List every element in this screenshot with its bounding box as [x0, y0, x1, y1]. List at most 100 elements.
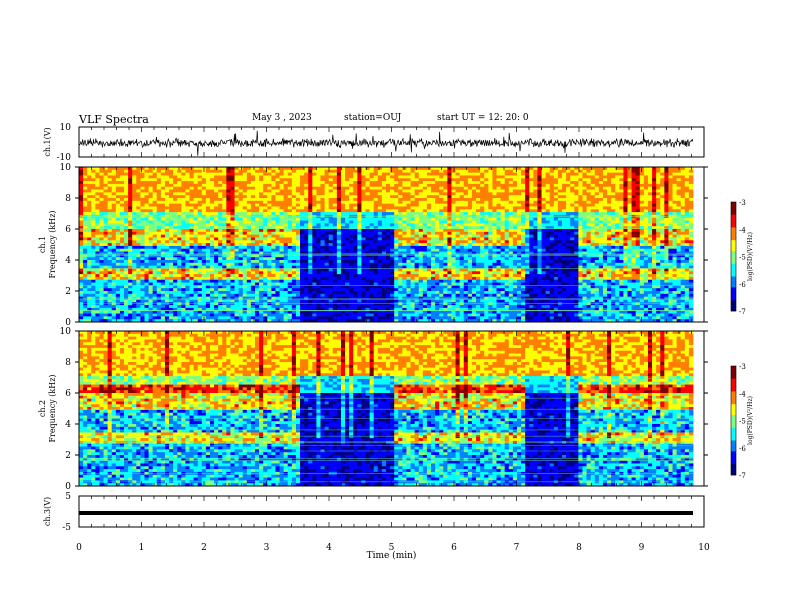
- spec-cell: [353, 305, 358, 309]
- spec-cell: [115, 319, 121, 323]
- spec-cell: [103, 293, 109, 298]
- spec-cell: [222, 245, 227, 250]
- spec-cell: [304, 313, 309, 317]
- spec-cell: [353, 203, 358, 207]
- spec-cell: [271, 192, 276, 196]
- spec-cell: [422, 217, 428, 221]
- spec-cell: [365, 169, 371, 174]
- spec-cell: [365, 260, 371, 264]
- spec-cell: [238, 319, 244, 323]
- spec-cell: [173, 169, 178, 174]
- spec-cell: [336, 186, 342, 190]
- spec-cell: [320, 226, 325, 230]
- spec-cell: [152, 245, 158, 250]
- spec-cell: [128, 181, 133, 185]
- spec-cell: [214, 268, 219, 272]
- spec-cell: [332, 271, 338, 275]
- spec-cell: [140, 237, 145, 241]
- spec-cell: [316, 288, 321, 292]
- spec-cell: [295, 274, 301, 278]
- spec-cell: [443, 276, 448, 281]
- spec-cell: [103, 274, 109, 278]
- spec-cell: [230, 305, 235, 309]
- spec-cell: [259, 285, 264, 289]
- spec-cell: [99, 257, 104, 261]
- spec-cell: [140, 251, 145, 255]
- spec-cell: [107, 226, 113, 230]
- spec-cell: [189, 169, 195, 174]
- spec-cell: [398, 195, 403, 199]
- spec-cell: [160, 195, 166, 199]
- spec-cell: [95, 276, 100, 281]
- spec-cell: [193, 200, 199, 205]
- spec-cell: [136, 229, 141, 233]
- spec-cell: [250, 209, 256, 213]
- spec-cell: [193, 265, 199, 269]
- spec-cell: [414, 172, 420, 176]
- spec-cell: [160, 237, 166, 241]
- spec-cell: [107, 217, 113, 221]
- spec-cell: [177, 240, 182, 244]
- spec-cell: [95, 282, 100, 286]
- spec-cell: [365, 316, 371, 320]
- spec-cell: [398, 302, 403, 306]
- spec-cell: [189, 237, 195, 241]
- spec-cell: [324, 268, 330, 272]
- spec-cell: [418, 282, 424, 286]
- spec-cell: [144, 167, 149, 171]
- spec-cell: [169, 316, 174, 320]
- spec-cell: [156, 229, 162, 233]
- spec-cell: [324, 310, 330, 314]
- spec-cell: [345, 307, 350, 312]
- spec-cell: [418, 209, 424, 213]
- spec-cell: [316, 198, 321, 202]
- spec-cell: [201, 209, 207, 213]
- spec-cell: [205, 293, 211, 298]
- spec-cell: [189, 209, 195, 213]
- spec-cell: [83, 271, 88, 275]
- spec-cell: [124, 206, 129, 210]
- spec-cell: [222, 223, 227, 227]
- spec-cell: [197, 172, 203, 176]
- spec-cell: [435, 268, 440, 272]
- spec-cell: [308, 279, 313, 283]
- spec-cell: [234, 257, 240, 261]
- spec-cell: [132, 265, 137, 269]
- spec-cell: [271, 195, 276, 199]
- spec-cell: [95, 192, 100, 196]
- spec-cell: [357, 243, 362, 247]
- spec-cell: [156, 220, 162, 224]
- spec-cell: [324, 254, 330, 258]
- spec-cell: [99, 248, 104, 252]
- spec-cell: [169, 248, 174, 252]
- spec-cell: [250, 302, 256, 306]
- spec-cell: [312, 237, 317, 241]
- spec-cell: [377, 172, 383, 176]
- spec-cell: [144, 212, 149, 216]
- spec-cell: [308, 245, 313, 250]
- spec-cell: [295, 251, 301, 255]
- spec-cell: [431, 229, 436, 233]
- spec-cell: [95, 257, 100, 261]
- spec-cell: [443, 172, 448, 176]
- spec-cell: [128, 186, 133, 190]
- spec-cell: [353, 254, 358, 258]
- spec-cell: [226, 217, 231, 221]
- spec-cell: [124, 240, 129, 244]
- spec-cell: [394, 279, 399, 283]
- spec-cell: [263, 310, 268, 314]
- spec-cell: [283, 307, 289, 312]
- spec-cell: [250, 276, 256, 281]
- spec-cell: [275, 195, 280, 199]
- spec-cell: [263, 243, 268, 247]
- spec-cell: [304, 245, 309, 250]
- spec-cell: [160, 293, 166, 298]
- spec-cell: [300, 319, 305, 323]
- spec-cell: [377, 288, 383, 292]
- spec-cell: [205, 229, 211, 233]
- spec-cell: [324, 226, 330, 230]
- spec-cell: [332, 260, 338, 264]
- spec-cell: [181, 192, 186, 196]
- spec-cell: [181, 260, 186, 264]
- spec-cell: [107, 167, 113, 171]
